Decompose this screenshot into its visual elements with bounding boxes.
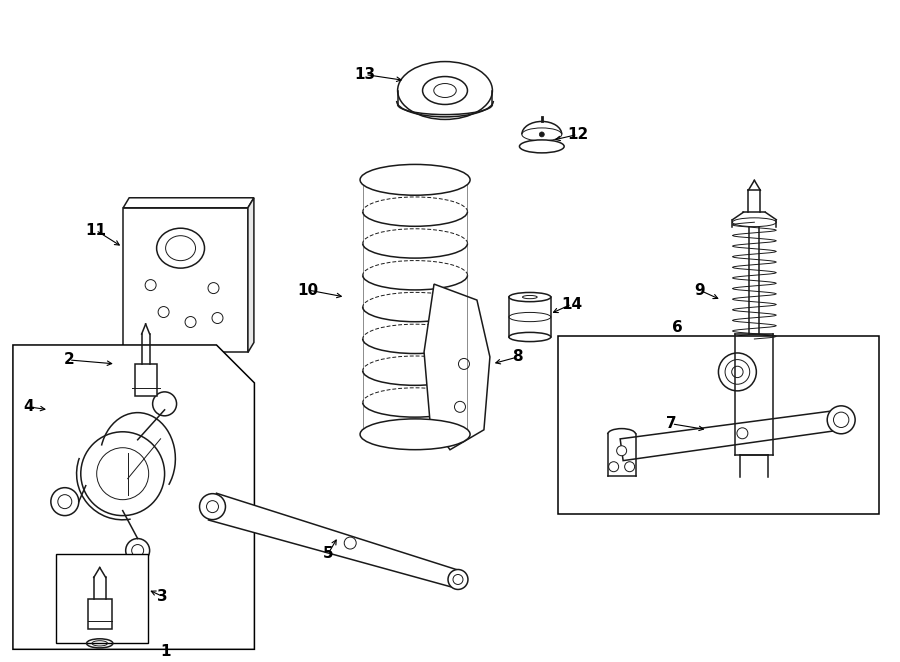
Circle shape [608,461,618,472]
Circle shape [158,307,169,318]
Ellipse shape [508,293,551,302]
Polygon shape [123,198,254,208]
Circle shape [448,569,468,589]
Circle shape [145,279,156,291]
Bar [56,553,148,643]
Circle shape [81,432,165,516]
Polygon shape [424,284,490,449]
Ellipse shape [508,332,551,342]
Text: 10: 10 [298,283,319,298]
Text: 7: 7 [666,416,677,432]
Text: 13: 13 [355,67,375,82]
Ellipse shape [157,228,204,268]
Polygon shape [248,198,254,352]
Circle shape [185,316,196,328]
Text: 14: 14 [562,297,582,312]
Circle shape [153,392,176,416]
Polygon shape [50,395,76,424]
Ellipse shape [718,353,756,391]
Text: 9: 9 [694,283,705,298]
Circle shape [96,448,148,500]
Text: 3: 3 [158,589,168,604]
Ellipse shape [360,164,470,195]
Text: 1: 1 [160,644,171,659]
Circle shape [344,537,356,549]
Polygon shape [13,345,255,649]
Circle shape [200,494,226,520]
Text: 12: 12 [567,127,589,142]
Bar [88,599,112,630]
Circle shape [539,132,544,137]
Polygon shape [209,493,461,588]
Text: 8: 8 [512,350,523,365]
Ellipse shape [360,419,470,449]
Circle shape [454,401,465,412]
Bar [135,364,157,396]
Polygon shape [620,410,842,461]
Circle shape [126,539,149,563]
Circle shape [212,312,223,324]
Circle shape [50,488,79,516]
Circle shape [737,428,748,439]
Circle shape [616,446,626,455]
Circle shape [208,283,219,293]
Text: 2: 2 [63,352,74,367]
Text: 11: 11 [86,222,106,238]
Ellipse shape [827,406,855,434]
Bar [558,336,879,514]
Circle shape [443,426,454,438]
Circle shape [625,461,634,472]
Text: 5: 5 [323,546,334,561]
Ellipse shape [519,140,564,153]
Text: 6: 6 [672,320,683,334]
Circle shape [56,402,70,417]
Text: 4: 4 [23,399,34,414]
Bar [123,208,248,352]
Circle shape [458,358,470,369]
